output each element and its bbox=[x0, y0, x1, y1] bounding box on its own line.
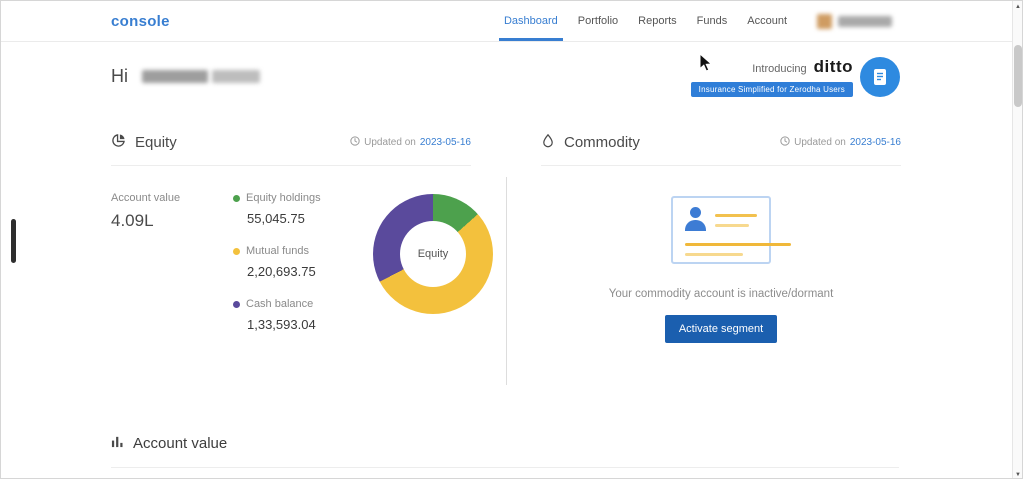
equity-updated: Updated on 2023-05-16 bbox=[350, 136, 471, 149]
scrollbar-thumb[interactable] bbox=[1014, 45, 1022, 107]
main-content: Hi Equity bbox=[1, 42, 1022, 468]
equity-header-divider bbox=[111, 165, 471, 166]
commodity-updated: Updated on 2023-05-16 bbox=[780, 136, 901, 149]
legend-dot-purple bbox=[233, 300, 240, 308]
card-line bbox=[685, 243, 791, 246]
legend-dot-green bbox=[233, 194, 240, 202]
clock-icon bbox=[780, 136, 790, 149]
scrollbar-up-arrow-icon[interactable]: ▲ bbox=[1015, 3, 1021, 10]
legend-item-mutual-funds: Mutual funds 2,20,693.75 bbox=[233, 245, 361, 279]
main-nav: Dashboard Portfolio Reports Funds Accoun… bbox=[494, 1, 797, 41]
top-navbar: console Dashboard Portfolio Reports Fund… bbox=[1, 1, 1022, 42]
commodity-panel: Commodity Updated on 2023-05-16 bbox=[541, 133, 901, 385]
equity-donut-center-label: Equity bbox=[417, 248, 449, 260]
legend-item-equity-holdings: Equity holdings 55,045.75 bbox=[233, 192, 361, 226]
vertical-scrollbar[interactable]: ▲ ▼ bbox=[1012, 1, 1022, 478]
scrollbar-down-arrow-icon[interactable]: ▼ bbox=[1015, 471, 1021, 478]
redacted-username bbox=[142, 70, 260, 83]
redacted-name-block bbox=[212, 70, 260, 83]
panel-divider bbox=[506, 177, 507, 385]
redacted-name-block bbox=[142, 70, 208, 83]
bar-chart-icon bbox=[111, 435, 124, 452]
person-icon bbox=[690, 207, 701, 218]
equity-title-group: Equity bbox=[111, 133, 177, 152]
ditto-text-column: Introducing ditto Insurance Simplified f… bbox=[690, 57, 853, 97]
greeting-prefix: Hi bbox=[111, 66, 128, 86]
equity-legend: Equity holdings 55,045.75 Mutual funds 2… bbox=[233, 192, 361, 351]
commodity-updated-date[interactable]: 2023-05-16 bbox=[849, 137, 901, 148]
account-value-label: Account value bbox=[111, 192, 181, 204]
equity-panel-title: Equity bbox=[135, 134, 177, 151]
commodity-body: Your commodity account is inactive/dorma… bbox=[541, 196, 901, 343]
card-line bbox=[715, 224, 749, 227]
account-value-amount: 4.09L bbox=[111, 211, 154, 230]
user-menu[interactable] bbox=[817, 13, 892, 29]
equity-updated-label: Updated on bbox=[364, 137, 416, 148]
id-card-illustration bbox=[671, 196, 791, 264]
account-value-section-header: Account value bbox=[111, 435, 899, 452]
panels-row: Equity Updated on 2023-05-16 bbox=[111, 133, 901, 385]
equity-donut: Equity bbox=[373, 194, 493, 314]
commodity-panel-title: Commodity bbox=[564, 134, 640, 151]
droplet-icon bbox=[541, 133, 555, 152]
ditto-promo-banner[interactable]: Introducing ditto Insurance Simplified f… bbox=[690, 57, 900, 97]
ditto-intro-text: Introducing bbox=[752, 63, 807, 75]
legend-label: Cash balance bbox=[246, 298, 314, 310]
equity-panel-header: Equity Updated on 2023-05-16 bbox=[111, 133, 471, 152]
legend-value: 1,33,593.04 bbox=[247, 317, 316, 332]
card-line bbox=[715, 214, 757, 217]
pie-chart-icon bbox=[111, 133, 126, 152]
commodity-title-group: Commodity bbox=[541, 133, 640, 152]
account-value-section: Account value bbox=[111, 435, 899, 468]
ditto-document-icon bbox=[860, 57, 900, 97]
nav-account[interactable]: Account bbox=[747, 15, 787, 27]
ditto-brand-text: ditto bbox=[813, 57, 853, 76]
legend-dot-yellow bbox=[233, 247, 240, 255]
account-value-section-divider bbox=[111, 467, 899, 468]
commodity-updated-label: Updated on bbox=[794, 137, 846, 148]
legend-item-cash-balance: Cash balance 1,33,593.04 bbox=[233, 298, 361, 332]
nav-reports[interactable]: Reports bbox=[638, 15, 677, 27]
nav-funds[interactable]: Funds bbox=[696, 15, 728, 27]
commodity-header-divider bbox=[541, 165, 901, 166]
commodity-panel-header: Commodity Updated on 2023-05-16 bbox=[541, 133, 901, 152]
legend-value: 55,045.75 bbox=[247, 211, 305, 226]
equity-body: Account value 4.09L Equity holdings 55,0… bbox=[111, 192, 506, 351]
redacted-user-id bbox=[838, 15, 892, 27]
commodity-status-text: Your commodity account is inactive/dorma… bbox=[608, 288, 834, 300]
account-value-section-title: Account value bbox=[133, 435, 228, 452]
card-line bbox=[685, 253, 743, 256]
nav-dashboard[interactable]: Dashboard bbox=[494, 1, 568, 41]
nav-portfolio[interactable]: Portfolio bbox=[577, 15, 619, 27]
clock-icon bbox=[350, 136, 360, 149]
legend-value: 2,20,693.75 bbox=[247, 264, 316, 279]
person-icon-body bbox=[685, 220, 706, 231]
legend-label: Equity holdings bbox=[246, 192, 321, 204]
account-value-column: Account value 4.09L bbox=[111, 192, 233, 351]
ditto-headline: Introducing ditto bbox=[752, 57, 853, 77]
equity-updated-date[interactable]: 2023-05-16 bbox=[419, 137, 471, 148]
greeting-row: Hi bbox=[111, 66, 899, 87]
ditto-tagline-ribbon: Insurance Simplified for Zerodha Users bbox=[690, 82, 853, 97]
equity-panel: Equity Updated on 2023-05-16 bbox=[111, 133, 506, 385]
left-edge-handle[interactable] bbox=[11, 219, 16, 263]
console-logo[interactable]: console bbox=[111, 12, 170, 30]
activate-segment-button[interactable]: Activate segment bbox=[664, 315, 778, 343]
avatar bbox=[817, 13, 832, 29]
legend-label: Mutual funds bbox=[246, 245, 309, 257]
